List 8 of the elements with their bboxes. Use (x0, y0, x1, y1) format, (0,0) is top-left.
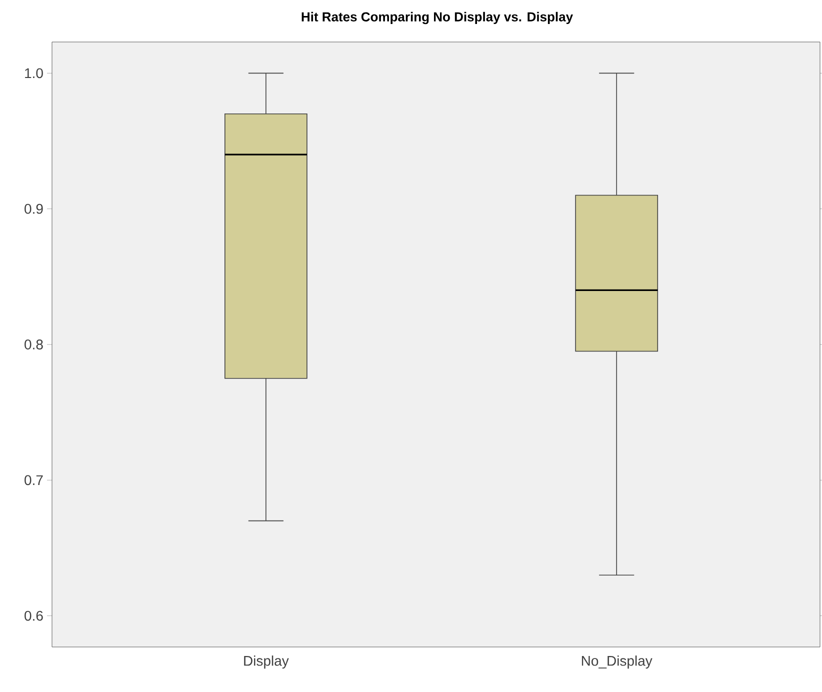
y-tick-label: 0.8 (24, 340, 43, 350)
y-tick-label: 0.6 (24, 610, 43, 621)
y-tick-label: 0.9 (24, 204, 43, 214)
chart-title: Hit Rates Comparing No Display vs. Display (302, 12, 573, 24)
y-tick-label: 1.0 (25, 68, 43, 78)
x-tick-label: Display (244, 656, 289, 669)
y-tick-label: 0.7 (24, 475, 43, 486)
x-tick-label: No_Display (582, 656, 652, 669)
